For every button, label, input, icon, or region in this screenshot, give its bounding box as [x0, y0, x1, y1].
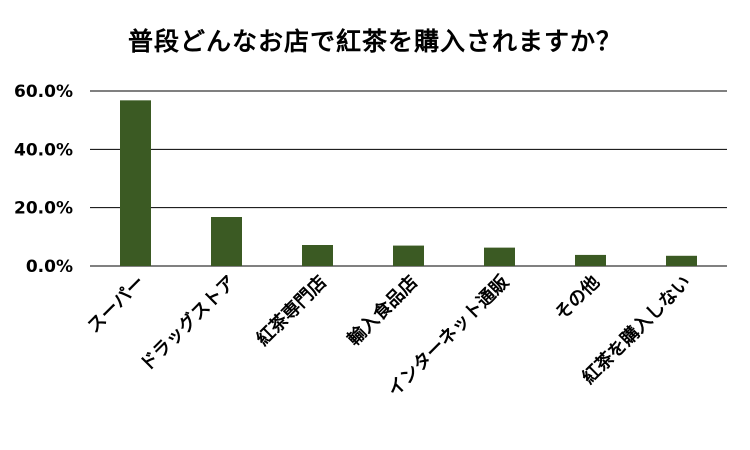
bar: [211, 217, 242, 266]
x-category-label: 輸入食品店: [343, 271, 422, 350]
grid-lines: [90, 90, 727, 267]
bar: [302, 245, 333, 266]
y-axis-ticks: 0.0% 20.0% 40.0% 60.0%: [14, 82, 73, 277]
bar: [666, 255, 697, 266]
bar: [120, 100, 151, 266]
x-category-label: スーパー: [83, 272, 149, 338]
chart-title: 普段どんなお店で紅茶を購入されますか？: [127, 27, 622, 56]
bars: [120, 100, 697, 266]
y-tick-label: 0.0%: [26, 257, 73, 277]
x-category-label: その他: [550, 271, 604, 325]
y-tick-label: 60.0%: [14, 82, 73, 102]
bar: [393, 245, 424, 266]
x-category-label: 紅茶専門店: [252, 271, 331, 350]
bar: [484, 247, 515, 266]
bar: [575, 254, 606, 266]
y-tick-label: 40.0%: [14, 140, 73, 160]
x-category-label: ドラッグストア: [135, 271, 240, 376]
y-tick-label: 20.0%: [14, 199, 73, 219]
